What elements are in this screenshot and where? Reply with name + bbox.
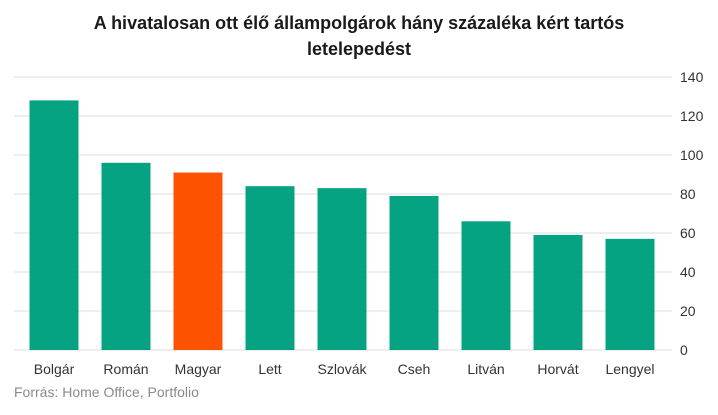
bar-cseh (389, 195, 439, 350)
y-tick-label: 80 (680, 186, 696, 202)
bar-litván (461, 221, 511, 350)
x-axis-categories: Bolgár Román Magyar Lett Szlovák Cseh Litván Ho… (34, 361, 655, 377)
y-tick-label: 60 (680, 225, 696, 241)
bar-horvát (533, 234, 583, 350)
bar-román (101, 162, 151, 350)
category-label: Lengyel (605, 361, 654, 377)
chart-title-line-2: letelepedést (306, 39, 412, 59)
y-tick-label: 20 (680, 303, 696, 319)
y-tick-label: 140 (680, 69, 704, 85)
bar-bolgár (29, 100, 79, 351)
category-label: Horvát (537, 361, 578, 377)
chart-title-line-1: A hivatalosan ott élő állampolgárok hány… (93, 13, 625, 33)
y-tick-label: 40 (680, 264, 696, 280)
y-tick-label: 120 (680, 108, 704, 124)
category-label: Litván (467, 361, 504, 377)
bar-magyar (173, 172, 223, 350)
bar-lengyel (605, 238, 655, 350)
bar-lett (245, 186, 295, 350)
source-note: Forrás: Home Office, Portfolio (14, 384, 199, 400)
category-label: Szlovák (317, 361, 367, 377)
category-label: Bolgár (34, 361, 75, 377)
category-label: Lett (258, 361, 281, 377)
bar-szlovák (317, 188, 367, 350)
category-label: Román (103, 361, 148, 377)
y-tick-label: 100 (680, 147, 704, 163)
bar-layer (29, 100, 655, 351)
category-label: Magyar (175, 361, 222, 377)
y-axis-ticks: 0 20 40 60 80 100 120 140 (680, 69, 704, 358)
category-label: Cseh (398, 361, 431, 377)
y-tick-label: 0 (680, 342, 688, 358)
chart-title: A hivatalosan ott élő állampolgárok hány… (0, 10, 718, 62)
